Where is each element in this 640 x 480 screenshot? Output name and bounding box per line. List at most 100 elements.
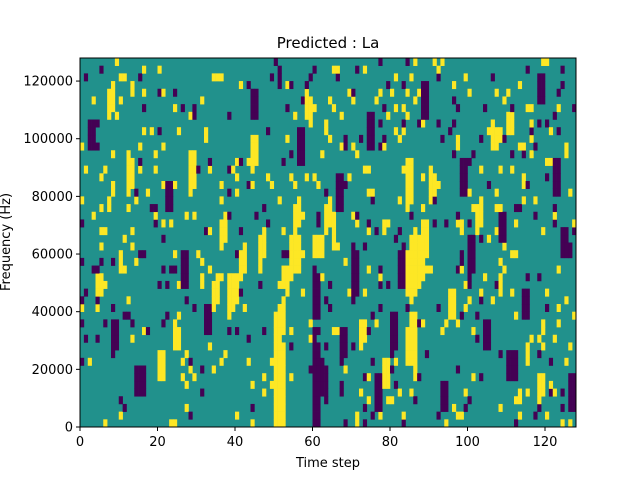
heatmap-cell xyxy=(134,388,139,397)
heatmap-cell xyxy=(176,280,182,289)
heatmap-cell xyxy=(285,273,290,282)
heatmap-cell xyxy=(126,157,131,166)
heatmap-cell xyxy=(184,403,189,412)
heatmap-cell xyxy=(324,396,329,405)
heatmap-cell xyxy=(262,388,267,397)
heatmap-cell xyxy=(393,327,399,336)
heatmap-cell xyxy=(424,350,430,359)
heatmap-cell xyxy=(359,342,364,351)
heatmap-cell xyxy=(250,150,255,159)
heatmap-cell xyxy=(471,204,476,213)
heatmap-cell xyxy=(312,265,317,274)
heatmap-cell xyxy=(223,211,228,220)
heatmap-cell xyxy=(204,319,209,328)
heatmap-cell xyxy=(486,181,492,189)
heatmap-cell xyxy=(312,65,317,74)
heatmap-cell xyxy=(173,334,178,343)
heatmap-cell xyxy=(366,396,371,405)
heatmap-cell xyxy=(281,380,286,389)
heatmap-cell xyxy=(312,273,317,282)
heatmap-cell xyxy=(285,81,290,90)
heatmap-cell xyxy=(273,58,278,66)
heatmap-cell xyxy=(273,327,278,336)
heatmap-cell xyxy=(424,219,430,228)
heatmap-cell xyxy=(316,304,321,312)
heatmap-cell xyxy=(281,357,286,366)
heatmap-cell xyxy=(347,288,352,297)
heatmap-cell xyxy=(80,319,85,328)
heatmap-cell xyxy=(517,81,523,90)
heatmap-cell xyxy=(297,150,302,159)
heatmap-cell xyxy=(452,403,457,412)
heatmap-cell xyxy=(409,234,414,243)
heatmap-cell xyxy=(467,265,472,274)
heatmap-cell xyxy=(355,257,360,266)
heatmap-cell xyxy=(308,96,313,105)
heatmap-cell xyxy=(467,188,472,197)
heatmap-cell xyxy=(436,65,441,74)
heatmap-cell xyxy=(293,204,298,213)
heatmap-cell xyxy=(300,211,306,220)
heatmap-cell xyxy=(541,319,546,328)
x-axis-label: Time step xyxy=(295,456,360,471)
y-tick-label: 40000 xyxy=(32,305,73,320)
heatmap-cell xyxy=(219,227,224,236)
heatmap-cell xyxy=(351,342,356,351)
heatmap-cell xyxy=(219,181,224,189)
heatmap-cell xyxy=(297,157,302,166)
heatmap-cell xyxy=(405,350,410,359)
heatmap-cell xyxy=(200,365,205,374)
heatmap-cell xyxy=(149,204,154,213)
heatmap-cell xyxy=(572,227,577,236)
heatmap-cell xyxy=(529,334,534,343)
heatmap-cell xyxy=(560,419,565,428)
heatmap-cell xyxy=(316,288,321,297)
heatmap-cell xyxy=(107,196,112,205)
heatmap-cell xyxy=(211,288,216,297)
heatmap-cell xyxy=(560,388,565,397)
heatmap-cell xyxy=(250,96,255,105)
heatmap-cell xyxy=(145,327,151,336)
heatmap-cell xyxy=(405,327,410,336)
heatmap-cell xyxy=(552,165,557,174)
heatmap-cell xyxy=(103,280,108,289)
heatmap-cell xyxy=(409,181,414,189)
heatmap-cell xyxy=(514,365,519,374)
heatmap-cell xyxy=(238,257,244,266)
heatmap-cell xyxy=(401,411,406,420)
heatmap-cell xyxy=(397,257,402,266)
heatmap-cell xyxy=(556,127,561,136)
heatmap-cell xyxy=(572,104,577,113)
heatmap-cell xyxy=(339,350,344,359)
heatmap-cell xyxy=(130,165,135,174)
heatmap-cell xyxy=(157,127,162,136)
heatmap-cell xyxy=(475,219,480,228)
heatmap-cell xyxy=(355,219,360,228)
heatmap-cell xyxy=(413,242,418,251)
heatmap-cell xyxy=(184,350,189,359)
heatmap-cell xyxy=(490,134,495,143)
heatmap-cell xyxy=(266,173,271,182)
heatmap-cell xyxy=(362,419,368,428)
heatmap-cell xyxy=(297,265,302,274)
heatmap-cell xyxy=(87,357,92,366)
heatmap-cell xyxy=(215,73,220,82)
heatmap-cell xyxy=(436,411,441,420)
heatmap-cell xyxy=(277,373,282,382)
heatmap-cell xyxy=(308,104,313,113)
heatmap-cell xyxy=(184,250,189,259)
heatmap-cell xyxy=(545,173,550,182)
heatmap-cell xyxy=(393,380,399,389)
heatmap-cell xyxy=(552,181,557,189)
heatmap-cell xyxy=(180,273,185,282)
heatmap-cell xyxy=(568,388,573,397)
heatmap-cell xyxy=(130,319,135,328)
heatmap-cell xyxy=(297,242,302,251)
heatmap-cell xyxy=(424,111,430,120)
heatmap-cell xyxy=(83,334,89,343)
heatmap-cell xyxy=(157,280,162,289)
heatmap-cell xyxy=(277,81,282,90)
chart-title: Predicted : La xyxy=(277,34,380,52)
heatmap-cell xyxy=(359,334,364,343)
